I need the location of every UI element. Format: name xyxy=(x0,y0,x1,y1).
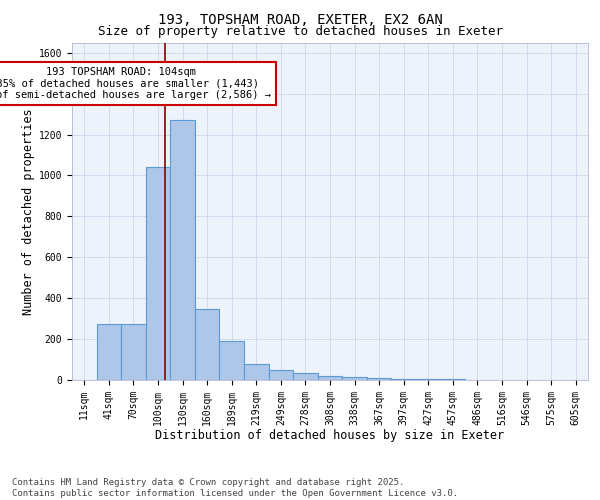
Bar xyxy=(244,364,269,380)
Text: 193, TOPSHAM ROAD, EXETER, EX2 6AN: 193, TOPSHAM ROAD, EXETER, EX2 6AN xyxy=(158,12,442,26)
Bar xyxy=(367,378,391,380)
Bar xyxy=(342,377,367,380)
Bar xyxy=(121,324,146,380)
Bar xyxy=(97,324,121,380)
Bar xyxy=(391,379,416,380)
Bar xyxy=(293,373,318,380)
Bar xyxy=(318,376,342,380)
Text: 193 TOPSHAM ROAD: 104sqm
← 35% of detached houses are smaller (1,443)
64% of sem: 193 TOPSHAM ROAD: 104sqm ← 35% of detach… xyxy=(0,67,271,100)
Bar xyxy=(170,120,195,380)
Bar xyxy=(220,341,244,380)
Bar xyxy=(195,310,220,380)
Y-axis label: Number of detached properties: Number of detached properties xyxy=(22,108,35,314)
Bar xyxy=(269,370,293,380)
Bar xyxy=(146,168,170,380)
X-axis label: Distribution of detached houses by size in Exeter: Distribution of detached houses by size … xyxy=(155,429,505,442)
Text: Size of property relative to detached houses in Exeter: Size of property relative to detached ho… xyxy=(97,25,503,38)
Text: Contains HM Land Registry data © Crown copyright and database right 2025.
Contai: Contains HM Land Registry data © Crown c… xyxy=(12,478,458,498)
